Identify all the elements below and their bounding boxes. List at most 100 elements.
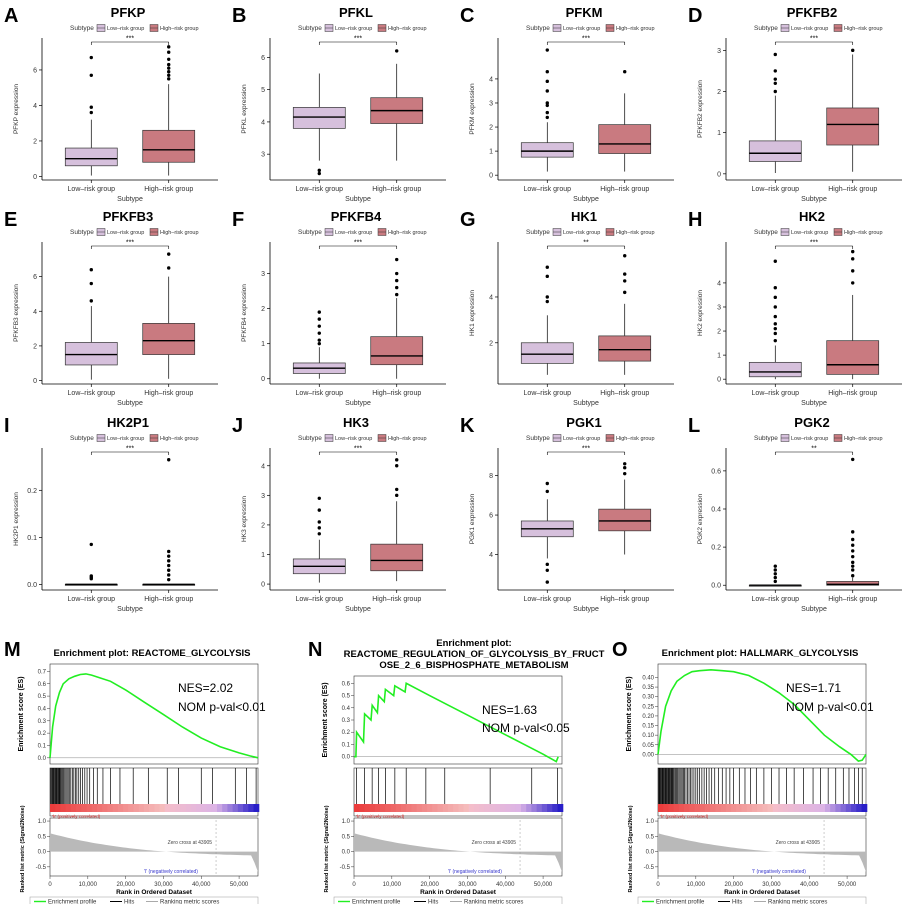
pos-corr-label: 'h' (positively correlated) — [660, 814, 709, 819]
panel-title: Enrichment plot: HALLMARK_GLYCOLYSIS — [662, 648, 859, 659]
outlier-point — [317, 310, 321, 314]
y-tick-label: 3 — [489, 100, 493, 107]
y-tick-label: 0.6 — [38, 682, 47, 688]
y-tick-label: 0.20 — [642, 714, 654, 720]
outlier-point — [773, 77, 777, 81]
legend-title: Subtype — [298, 435, 322, 442]
panel-letter: F — [232, 209, 244, 231]
rank-color-segment — [736, 804, 743, 812]
outlier-point — [167, 70, 171, 74]
y-tick-label: 0.1 — [38, 743, 47, 749]
signif-label: ** — [583, 240, 589, 247]
y-tick-label: 0 — [261, 582, 265, 589]
x-tick-label: High–risk group — [144, 186, 193, 193]
signif-label: *** — [126, 36, 134, 43]
x-tick-label: 40,000 — [800, 882, 819, 888]
box-high-risk — [598, 69, 652, 172]
rank-color-segment — [689, 804, 696, 812]
x-tick-label: High–risk group — [600, 186, 649, 193]
y-tick-label: 2 — [261, 522, 265, 529]
rank-color-segment — [96, 804, 103, 812]
y-tick-label: 1.0 — [646, 819, 655, 825]
rank-color-segment — [840, 804, 847, 812]
legend-label-low: Low–risk group — [107, 230, 144, 236]
legend-label-high: High–risk group — [616, 436, 655, 442]
legend-title: Subtype — [526, 25, 550, 32]
x-tick-label: High–risk group — [600, 596, 649, 603]
y-tick-label: 0.5 — [646, 834, 655, 840]
y-axis-title: HK2 expression — [697, 290, 704, 336]
outlier-point — [545, 481, 549, 486]
outlier-point — [395, 458, 399, 462]
outlier-point — [773, 52, 777, 57]
legend-title: Subtype — [70, 229, 94, 236]
outlier-point — [395, 292, 399, 297]
x-tick-label: High–risk group — [372, 186, 421, 193]
rank-color-segment — [81, 804, 88, 812]
y-tick-label: 0.0 — [342, 850, 351, 856]
outlier-point — [89, 574, 93, 578]
rank-color-segment — [421, 804, 428, 812]
legend-es-label: Enrichment profile — [48, 900, 97, 904]
outlier-point — [317, 317, 321, 321]
signif-label: *** — [810, 36, 818, 43]
box-iqr — [142, 129, 196, 163]
legend-hits-label: Hits — [732, 900, 742, 904]
outlier-point — [773, 572, 777, 576]
es-axis-title: Enrichment score (ES) — [626, 676, 633, 751]
x-axis-title: Subtype — [801, 606, 827, 613]
y-tick-label: 2 — [489, 125, 493, 132]
x-tick-label: Low–risk group — [296, 390, 344, 397]
outlier-point — [545, 69, 549, 74]
y-tick-label: 0.2 — [711, 545, 721, 552]
legend-es-label: Enrichment profile — [656, 900, 705, 904]
y-tick-label: 0 — [33, 378, 37, 385]
rank-color-segment — [243, 804, 249, 812]
y-tick-label: 0.2 — [27, 488, 37, 495]
legend-label-low: Low–risk group — [791, 26, 828, 32]
x-axis-title: Subtype — [801, 400, 827, 407]
legend-label-low: Low–risk group — [107, 436, 144, 442]
legend-title: Subtype — [70, 25, 94, 32]
rank-color-segment — [824, 804, 831, 812]
y-tick-label: 4 — [489, 294, 493, 301]
y-tick-label: 6 — [33, 274, 37, 281]
rank-color-segment — [196, 804, 202, 812]
legend-title: Subtype — [70, 435, 94, 442]
rank-color-segment — [149, 804, 155, 812]
box-low-risk — [292, 310, 346, 379]
y-tick-label: 0.2 — [342, 730, 351, 736]
outlier-point — [773, 579, 777, 584]
legend-title: Subtype — [754, 229, 778, 236]
box-high-risk — [142, 458, 196, 586]
x-tick-label: High–risk group — [828, 596, 877, 603]
x-tick-label: Low–risk group — [752, 596, 800, 603]
box-high-risk — [826, 457, 880, 586]
box-iqr — [748, 140, 802, 162]
y-tick-label: 0.7 — [38, 669, 47, 675]
panel-title: HK2 — [799, 209, 825, 224]
neg-corr-label: 'l' (negatively correlated) — [144, 869, 198, 875]
es-frame — [49, 663, 259, 765]
y-tick-label: 0.4 — [38, 706, 47, 712]
outlier-point — [623, 462, 627, 466]
outlier-point — [623, 279, 627, 283]
outlier-point — [623, 466, 627, 470]
outlier-point — [773, 314, 777, 319]
outlier-point — [773, 305, 777, 309]
box-low-risk — [520, 265, 574, 375]
rank-color-segment — [447, 804, 454, 812]
outlier-point — [167, 559, 171, 563]
outlier-point — [851, 537, 855, 542]
y-tick-label: 4 — [717, 280, 721, 287]
rank-color-segment — [458, 804, 465, 812]
box-low-risk — [64, 55, 118, 176]
rank-color-segment — [479, 804, 486, 812]
rank-color-segment — [526, 804, 532, 812]
panel-title: PGK1 — [566, 415, 601, 430]
